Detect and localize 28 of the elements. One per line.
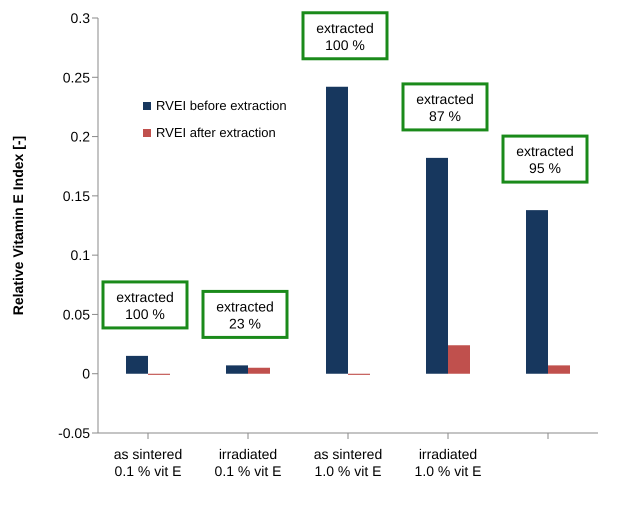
bar (448, 345, 470, 374)
y-tick-label: 0 (82, 366, 90, 382)
bar (226, 365, 248, 374)
x-tick-label: as sintered 1.0 % vit E (314, 446, 382, 479)
y-tick-label: 0.3 (70, 10, 90, 26)
bar (548, 365, 570, 374)
y-tick-label: 0.25 (62, 69, 90, 86)
bar (248, 368, 270, 374)
y-axis-title: Relative Vitamin E Index [-] (10, 136, 26, 316)
y-tick-label: 0.05 (62, 306, 90, 322)
x-tick-label: irradiated 1.0 % vit E (414, 446, 482, 479)
bar (126, 356, 148, 374)
x-tick-label: irradiated 0.1 % vit E (214, 446, 282, 479)
bar (326, 86, 348, 374)
annotation: extracted 95 % (516, 143, 574, 176)
y-tick-label: 0.1 (70, 247, 90, 264)
y-tick-label: 0.2 (70, 128, 90, 145)
y-tick-label: -0.05 (58, 424, 90, 441)
bar (426, 158, 448, 374)
bar (526, 210, 548, 374)
annotation: extracted 23 % (216, 298, 274, 332)
y-tick-label: 0.15 (62, 188, 90, 204)
annotation: extracted 87 % (416, 90, 474, 124)
annotation: extracted 100 % (116, 288, 174, 322)
annotation: extracted 100 % (316, 20, 374, 53)
x-tick-label: as sintered 0.1 % vit E (114, 446, 182, 479)
legend-label: RVEI before extraction (156, 98, 287, 113)
legend-label: RVEI after extraction (156, 125, 276, 140)
